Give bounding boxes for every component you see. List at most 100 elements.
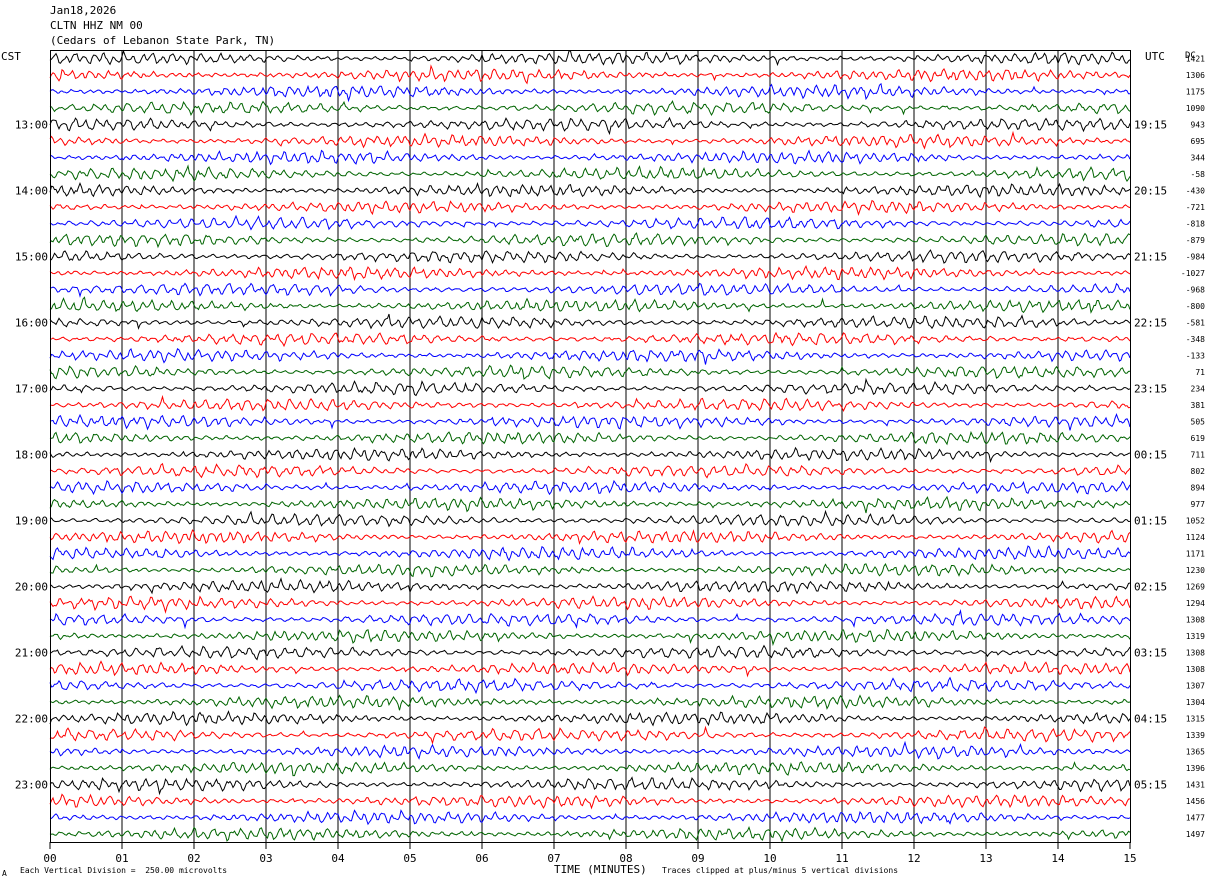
seismic-trace (49, 809, 1131, 826)
seismic-trace (49, 462, 1131, 479)
right-hour-label: 01:15 (1134, 515, 1167, 528)
seismic-trace (49, 776, 1131, 796)
seismic-trace (49, 577, 1131, 595)
x-tick-label: 10 (763, 852, 776, 865)
dc-offset-label: 1339 (1186, 731, 1205, 740)
right-hour-label: 02:15 (1134, 581, 1167, 594)
dc-offset-label: 1365 (1186, 748, 1205, 757)
dc-offset-label: 1308 (1186, 616, 1205, 625)
dc-offset-label: -879 (1186, 236, 1205, 245)
dc-offset-label: 344 (1191, 154, 1206, 163)
seismic-trace (49, 495, 1131, 514)
dc-offset-label: 1294 (1186, 599, 1205, 608)
dc-offset-label: -58 (1191, 170, 1206, 179)
seismic-trace (49, 479, 1131, 496)
seismic-trace (49, 412, 1131, 431)
right-hour-label: 22:15 (1134, 317, 1167, 330)
left-hour-labels: 13:00 14:00 15:00 16:00 17:00 18:00 19:00 20:00… (15, 119, 48, 792)
station-location: (Cedars of Lebanon State Park, TN) (50, 34, 276, 47)
seismic-trace (49, 249, 1131, 265)
seismic-trace (49, 545, 1131, 562)
dc-offset-label: 1477 (1186, 814, 1205, 823)
dc-offset-label: -818 (1186, 220, 1205, 229)
x-tick-label: 05 (403, 852, 416, 865)
right-hour-labels: 19:15 20:15 21:15 22:15 23:15 00:15 01:15 02:15… (1134, 119, 1167, 792)
dc-offset-label: -968 (1186, 286, 1205, 295)
x-axis-label: TIME (MINUTES) (554, 863, 647, 876)
dc-offset-label: 1307 (1186, 682, 1205, 691)
dc-offset-label: -1027 (1181, 269, 1205, 278)
seismic-trace (49, 430, 1131, 446)
x-tick-label: 14 (1051, 852, 1065, 865)
seismic-trace (49, 264, 1131, 282)
right-hour-label: 03:15 (1134, 647, 1167, 660)
dc-offset-label: 802 (1191, 467, 1206, 476)
record-date: Jan18,2026 (50, 4, 117, 17)
seismic-trace (49, 740, 1131, 760)
dc-offset-label: 1269 (1186, 583, 1205, 592)
seismic-trace (49, 214, 1131, 231)
right-timezone-label: UTC (1145, 50, 1165, 63)
left-hour-label: 16:00 (15, 317, 48, 330)
dc-offset-label: 977 (1191, 500, 1206, 509)
x-tick-label: 13 (979, 852, 992, 865)
seismic-trace (49, 725, 1131, 745)
dc-offset-label: 1456 (1186, 797, 1205, 806)
seismic-trace (49, 660, 1131, 678)
left-hour-label: 15:00 (15, 251, 48, 264)
left-hour-label: 17:00 (15, 383, 48, 396)
dc-offset-label: 1090 (1186, 104, 1205, 113)
minute-grid (121, 51, 1059, 842)
vertical-division-note: Each Vertical Division = 250.00 microvol… (20, 866, 228, 875)
x-tick-label: 09 (691, 852, 704, 865)
x-tick-label: 04 (331, 852, 345, 865)
x-tick-label: 15 (1123, 852, 1136, 865)
seismic-trace (49, 628, 1131, 647)
x-tick-label: 11 (835, 852, 848, 865)
dc-offset-label: -133 (1186, 352, 1205, 361)
seismic-trace (49, 130, 1131, 150)
dc-offset-label: 1052 (1186, 517, 1205, 526)
dc-offset-label: 381 (1191, 401, 1206, 410)
seismic-trace (49, 826, 1131, 843)
dc-offset-label: -721 (1186, 203, 1205, 212)
x-tick-label: 03 (259, 852, 272, 865)
dc-offset-label: 1171 (1186, 550, 1205, 559)
dc-offset-labels: 1421 1306 1175 1090 943 695 344 -58 -430 -721 -818… (1181, 55, 1205, 840)
dc-offset-label: -430 (1186, 187, 1205, 196)
dc-offset-label: 1230 (1186, 566, 1205, 575)
dc-offset-label: 1308 (1186, 649, 1205, 658)
dc-offset-label: 943 (1191, 121, 1206, 130)
seismic-trace (49, 199, 1131, 217)
seismic-trace (49, 364, 1131, 380)
x-tick-label: 08 (619, 852, 632, 865)
dc-offset-label: -800 (1186, 302, 1205, 311)
dc-offset-label: 1319 (1186, 632, 1205, 641)
dc-offset-label: 1304 (1186, 698, 1205, 707)
x-tick-label: 12 (907, 852, 920, 865)
x-tick-label: 01 (115, 852, 128, 865)
dc-offset-label: 1306 (1186, 71, 1205, 80)
right-hour-label: 20:15 (1134, 185, 1167, 198)
x-tick-label: 06 (475, 852, 488, 865)
left-hour-label: 20:00 (15, 581, 48, 594)
right-hour-label: 23:15 (1134, 383, 1167, 396)
seismic-trace (49, 710, 1131, 727)
left-hour-label: 19:00 (15, 515, 48, 528)
seismic-trace (49, 331, 1131, 348)
seismic-traces (49, 49, 1131, 843)
dc-offset-label: 711 (1191, 451, 1206, 460)
seismic-trace (49, 64, 1131, 85)
left-hour-label: 21:00 (15, 647, 48, 660)
seismic-trace (49, 149, 1131, 166)
dc-offset-label: -348 (1186, 335, 1205, 344)
seismic-trace (49, 761, 1131, 777)
x-tick-label: 00 (43, 852, 56, 865)
plot-frame (50, 50, 1131, 843)
seismic-trace (49, 793, 1131, 810)
logo-mark: A (2, 869, 7, 878)
dc-offset-label: 1124 (1186, 533, 1205, 542)
dc-offset-label: 1308 (1186, 665, 1205, 674)
right-hour-label: 21:15 (1134, 251, 1167, 264)
seismic-trace (49, 509, 1131, 528)
